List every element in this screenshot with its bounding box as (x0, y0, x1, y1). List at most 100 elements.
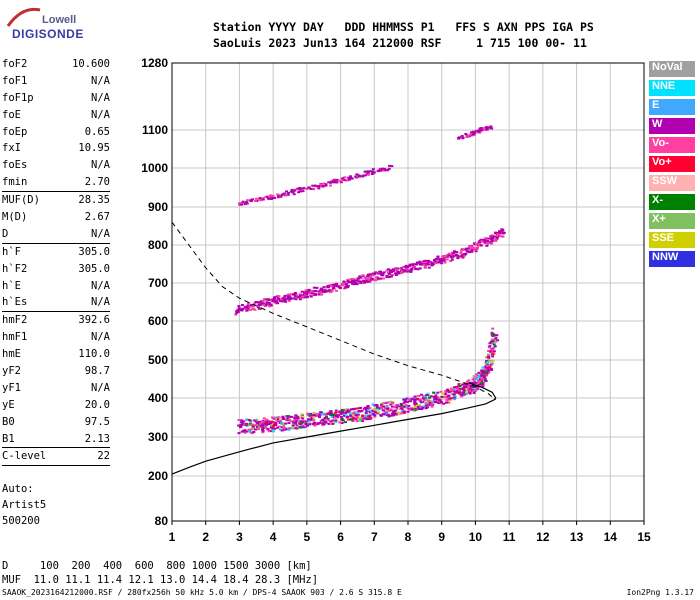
parameter-row: fmin 2.70 (2, 174, 110, 191)
echo-point (385, 409, 389, 412)
echo-point (453, 398, 457, 401)
echo-point (421, 405, 425, 408)
echo-point (429, 395, 433, 398)
echo-point (355, 279, 359, 282)
echo-point (494, 337, 498, 340)
echo-point (354, 281, 358, 284)
echo-point (316, 185, 320, 188)
echo-point (402, 269, 406, 272)
parameter-label: yF1 (2, 381, 21, 394)
echo-point (447, 252, 451, 255)
echo-point (309, 418, 313, 421)
echo-point (262, 417, 266, 420)
echo-point (482, 372, 486, 375)
echo-point (277, 425, 281, 428)
echo-point (428, 396, 432, 399)
echo-point (271, 421, 275, 424)
echo-point (280, 422, 284, 425)
echo-point (322, 286, 326, 289)
echo-point (490, 234, 494, 237)
echo-point (373, 408, 377, 411)
echo-point (444, 254, 448, 257)
parameter-label: B1 (2, 432, 15, 445)
echo-point (338, 421, 342, 424)
echo-point (391, 273, 395, 276)
parameter-value: 97.5 (84, 415, 110, 428)
parameter-panel: foF2 10.600 foF1 N/A foF1p N/A foE N/A foEp 0.65 f… (2, 56, 110, 467)
parameter-value: N/A (91, 381, 110, 394)
echo-point (243, 431, 247, 434)
echo-point (436, 401, 440, 404)
echo-point (248, 305, 252, 308)
echo-point (490, 331, 494, 334)
echo-point (397, 407, 401, 410)
y-tick-label: 900 (148, 200, 168, 214)
echo-point (346, 286, 350, 289)
echo-point (481, 240, 485, 243)
parameter-separator (2, 242, 110, 244)
echo-point (449, 387, 453, 390)
echo-point (395, 406, 399, 409)
echo-point (334, 420, 338, 423)
echo-point (345, 281, 349, 284)
echo-point (349, 280, 353, 283)
echo-point (441, 258, 445, 261)
echo-point (452, 388, 456, 391)
echo-point (285, 190, 289, 193)
echo-point (456, 387, 460, 390)
parameter-label: B0 (2, 415, 15, 428)
echo-point (347, 178, 351, 181)
echo-point (470, 131, 474, 134)
parameter-label: foF1p (2, 91, 34, 104)
echo-point (483, 377, 487, 380)
echo-point (308, 423, 312, 426)
echo-point (329, 284, 333, 287)
echo-point (358, 419, 362, 422)
echo-point (495, 236, 499, 239)
echo-point (351, 282, 355, 285)
echo-point (305, 295, 309, 298)
echo-point (245, 202, 249, 205)
parameter-label: foF1 (2, 74, 28, 87)
echo-point (483, 237, 487, 240)
echo-point (302, 426, 306, 429)
echo-point (265, 419, 269, 422)
echo-point (406, 400, 410, 403)
echo-point (361, 279, 365, 282)
parameter-value: 10.600 (72, 58, 110, 70)
echo-point (346, 280, 350, 283)
parameter-row: foF1p N/A (2, 90, 110, 107)
echo-point (413, 406, 417, 409)
echo-point (493, 235, 497, 238)
echo-point (455, 251, 459, 254)
echo-point (454, 386, 458, 389)
echo-point (433, 260, 437, 263)
echo-point (332, 179, 336, 182)
echo-point (354, 407, 358, 410)
echo-point (366, 275, 370, 278)
echo-point (392, 411, 396, 414)
echo-point (439, 401, 443, 404)
echo-point (429, 404, 433, 407)
chart-grid (171, 62, 645, 522)
echo-point (432, 391, 436, 394)
echo-point (295, 419, 299, 422)
echo-point (271, 430, 275, 433)
echo-point (262, 423, 266, 426)
legend-item: SSE (649, 232, 695, 248)
parameter-row: M(D) 2.67 (2, 209, 110, 226)
echo-point (355, 283, 359, 286)
echo-point (396, 405, 400, 408)
echo-point (256, 428, 260, 431)
echo-point (262, 304, 266, 307)
echo-point (487, 355, 491, 358)
echo-point (425, 262, 429, 265)
echo-point (356, 416, 360, 419)
echo-point (443, 393, 447, 396)
echo-point (247, 424, 251, 427)
echo-point (331, 422, 335, 425)
echo-point (414, 402, 418, 405)
y-tick-label: 80 (155, 514, 169, 528)
parameter-value: 10.95 (78, 142, 110, 155)
echo-point (300, 290, 304, 293)
